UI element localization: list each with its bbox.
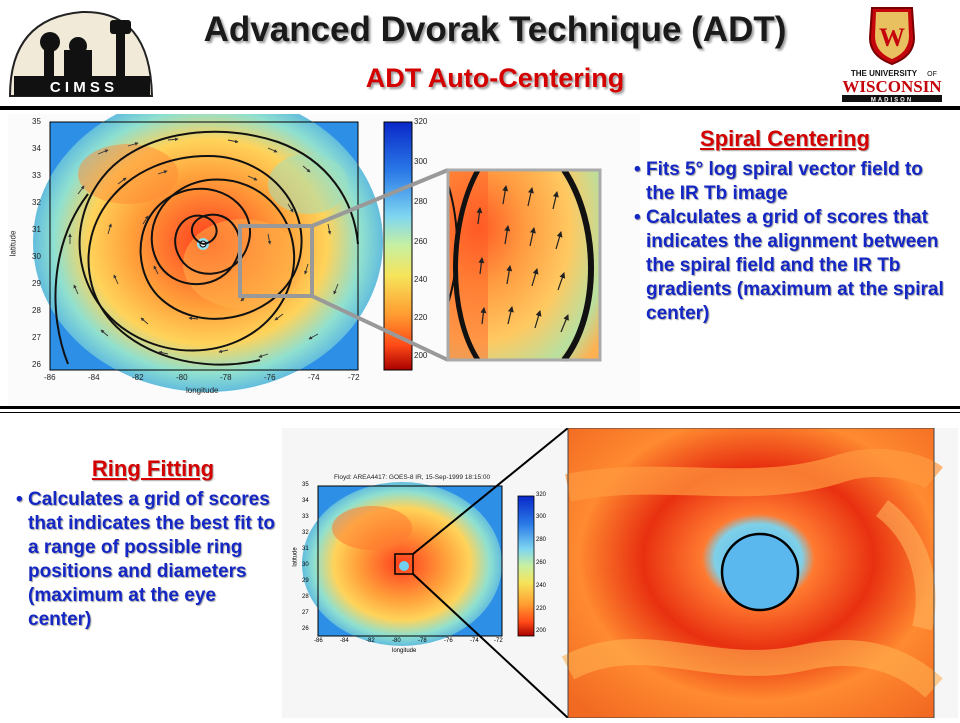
wisconsin-of: OF xyxy=(927,71,937,78)
plot2-ytick: 27 xyxy=(302,610,309,616)
spiral-bullet: • Calculates a grid of scores that indica… xyxy=(634,207,944,324)
plot2-xtick: -82 xyxy=(366,638,375,644)
spiral-bullets: • Fits 5° log spiral vector field to the … xyxy=(634,158,956,326)
plot1-ytick: 32 xyxy=(32,198,41,207)
plot1-cbar-tick: 220 xyxy=(414,313,428,322)
plot1-ylabel: latitude xyxy=(8,230,18,257)
wisconsin-line2: WISCONSIN xyxy=(842,77,942,96)
ring-text: Ring Fitting • Calculates a grid of score… xyxy=(8,456,278,632)
plot1-xtick: -78 xyxy=(220,373,232,382)
plot2-cbar-tick: 300 xyxy=(536,514,547,520)
plot1-xtick: -82 xyxy=(132,373,144,382)
spiral-bullet-text: Calculates a grid of scores that indicat… xyxy=(646,207,944,324)
cimss-logo-text: C I M S S xyxy=(50,79,114,96)
plot2-ytick: 28 xyxy=(302,594,309,600)
header-divider xyxy=(0,106,960,110)
plot1-ytick: 26 xyxy=(32,360,41,369)
plot2-cbar-tick: 200 xyxy=(536,628,547,634)
plot2-yticks: 35 34 33 32 31 30 29 28 27 26 xyxy=(302,482,316,642)
plot2-title: Floyd: AREA4417: GOES-8 IR, 15-Sep-1999 … xyxy=(334,474,491,481)
ring-bullet-text: Calculates a grid of scores that indicat… xyxy=(28,489,276,630)
ring-figure: Floyd: AREA4417: GOES-8 IR, 15-Sep-1999 … xyxy=(282,427,958,719)
wisconsin-crest-letter: W xyxy=(879,23,905,52)
spiral-text: Spiral Centering • Fits 5° log spiral vec… xyxy=(630,126,956,326)
plot1-cbar-tick: 280 xyxy=(414,197,428,206)
plot1-xtick: -80 xyxy=(176,373,188,382)
section-divider xyxy=(0,406,960,409)
plot2-cbar-ticks: 320 300 280 260 240 220 200 xyxy=(536,492,556,638)
plot1-ytick: 34 xyxy=(32,144,41,153)
plot1-ytick: 29 xyxy=(32,279,41,288)
plot2-ytick: 29 xyxy=(302,578,309,584)
spiral-bullet: • Fits 5° log spiral vector field to the … xyxy=(634,159,923,204)
plot2-xtick: -86 xyxy=(314,638,323,644)
ring-bullets: • Calculates a grid of scores that indica… xyxy=(16,488,278,632)
plot1-ytick: 33 xyxy=(32,171,41,180)
plot2-cbar-tick: 220 xyxy=(536,606,547,612)
section-divider-thin xyxy=(0,412,960,413)
plot2-xtick: -74 xyxy=(470,638,479,644)
plot1-ytick: 35 xyxy=(32,117,41,126)
spiral-bullet-text: Fits 5° log spiral vector field to the I… xyxy=(646,159,923,204)
plot2-xtick: -76 xyxy=(444,638,453,644)
plot2-ytick: 32 xyxy=(302,530,309,536)
plot1-xtick: -72 xyxy=(348,373,360,382)
plot2-cbar-tick: 320 xyxy=(536,492,547,498)
plot1-cbar-tick: 200 xyxy=(414,351,428,360)
plot1-cbar-tick: 320 xyxy=(414,117,428,126)
plot2-xtick: -78 xyxy=(418,638,427,644)
plot2-xtick: -84 xyxy=(340,638,349,644)
plot2-ytick: 31 xyxy=(302,546,309,552)
page-subtitle: ADT Auto-Centering xyxy=(365,63,625,93)
plot1-xticks: -86 -84 -82 -80 -78 -76 -74 -72 xyxy=(44,373,364,385)
plot1-xtick: -74 xyxy=(308,373,320,382)
plot1-xtick: -76 xyxy=(264,373,276,382)
plot2-cbar-tick: 260 xyxy=(536,560,547,566)
plot1-ytick: 31 xyxy=(32,225,41,234)
plot1-yticks: 35 34 33 32 31 30 29 28 27 26 xyxy=(32,117,48,377)
plot2-ytick: 34 xyxy=(302,498,309,504)
plot1-ytick: 27 xyxy=(32,333,41,342)
wisconsin-line1: THE UNIVERSITY xyxy=(851,69,918,78)
plot2-ylabel: latitude xyxy=(292,547,299,567)
plot2-cbar-tick: 280 xyxy=(536,537,547,543)
plot2-xtick: -72 xyxy=(494,638,503,644)
page-title: Advanced Dvorak Technique (ADT) xyxy=(203,10,787,49)
plot1-xtick: -84 xyxy=(88,373,100,382)
plot1-cbar-tick: 260 xyxy=(414,237,428,246)
plot1-ytick: 28 xyxy=(32,306,41,315)
spiral-title: Spiral Centering xyxy=(700,126,870,151)
plot2-ytick: 35 xyxy=(302,482,309,488)
plot1-xlabel: longitude xyxy=(186,386,219,395)
plot2-ytick: 30 xyxy=(302,562,309,568)
plot1-cbar-tick: 240 xyxy=(414,275,428,284)
plot2-ytick: 33 xyxy=(302,514,309,520)
plot2-xlabel: longitude xyxy=(392,648,417,654)
spiral-figure: 35 34 33 32 31 30 29 28 27 26 latitude -… xyxy=(8,92,640,406)
wisconsin-logo: W THE UNIVERSITY OF WISCONSIN MADISON xyxy=(832,4,952,104)
plot1-ytick: 30 xyxy=(32,252,41,261)
plot2-xticks: -86 -84 -82 -80 -78 -76 -74 -72 xyxy=(314,638,514,648)
ring-bullet: • Calculates a grid of scores that indica… xyxy=(16,489,276,630)
wisconsin-line3: MADISON xyxy=(871,98,913,104)
cimss-logo: C I M S S xyxy=(4,4,154,102)
plot2-xtick: -80 xyxy=(392,638,401,644)
ring-title: Ring Fitting xyxy=(91,456,215,481)
plot1-cbar-tick: 300 xyxy=(414,157,428,166)
plot1-xtick: -86 xyxy=(44,373,56,382)
plot2-cbar-tick: 240 xyxy=(536,583,547,589)
plot2-ytick: 26 xyxy=(302,626,309,632)
plot1-cbar-ticks: 320 300 280 260 240 220 200 xyxy=(414,117,438,373)
